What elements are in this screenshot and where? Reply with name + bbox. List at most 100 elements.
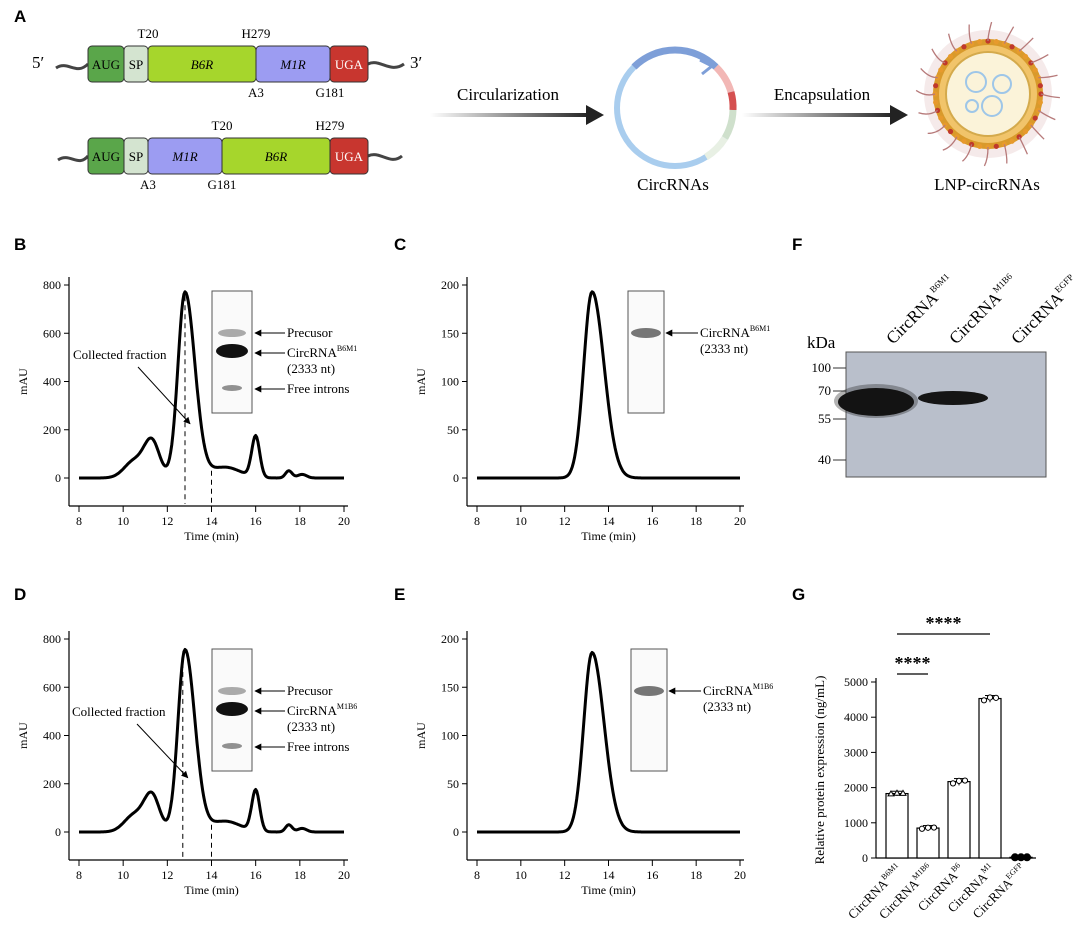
peg-chain bbox=[931, 48, 946, 64]
marker-55: 55 bbox=[818, 411, 831, 426]
chromatogram-e: 0 50 100 150 200 8 10 12 14 16 18 20 Time (min) mAU Ci… bbox=[414, 631, 773, 897]
y-axis-label: mAU bbox=[414, 722, 428, 749]
band-b6m1 bbox=[838, 388, 914, 416]
circrna-band bbox=[634, 686, 664, 696]
uga-segment bbox=[329, 45, 369, 83]
peg-chain bbox=[942, 136, 958, 151]
x-tick-label: 8 bbox=[76, 514, 82, 528]
panel-label-c: C bbox=[394, 235, 406, 254]
collected-fraction-arrow bbox=[136, 723, 189, 779]
uga-segment bbox=[329, 137, 369, 175]
utr-5-line bbox=[55, 62, 90, 71]
y-tick-label: 600 bbox=[43, 680, 61, 694]
chromatogram-c: 0 50 100 150 200 8 10 12 14 16 18 20 Time (min) mAU Ci… bbox=[414, 277, 770, 543]
data-point bbox=[955, 777, 963, 785]
lipid-head bbox=[933, 83, 939, 89]
construct-b6m1: AUG SP B6R M1R UGA T20 H279 A3 G181 bbox=[87, 26, 369, 100]
panel-label-e: E bbox=[394, 585, 405, 604]
lipid-head bbox=[1028, 60, 1034, 66]
lnp-circrnas-label: LNP-circRNAs bbox=[934, 175, 1040, 194]
aug-text: AUG bbox=[92, 149, 120, 164]
data-point bbox=[899, 789, 907, 796]
sp-text: SP bbox=[129, 149, 143, 164]
data-point bbox=[924, 824, 932, 831]
lipid-head bbox=[933, 99, 939, 105]
collected-fraction-arrow bbox=[137, 366, 191, 425]
circrnas-label: CircRNAs bbox=[637, 175, 709, 194]
y-tick-label: 200 bbox=[441, 632, 459, 646]
peg-chain bbox=[915, 89, 936, 96]
y-tick-label: 0 bbox=[453, 471, 459, 485]
y-tick-label: 4000 bbox=[844, 710, 868, 724]
uga-text: UGA bbox=[335, 57, 364, 72]
y-tick-label: 0 bbox=[55, 471, 61, 485]
chromatogram-d: 0 200 400 600 800 8 10 12 14 16 18 20 Time (min) mAU P… bbox=[16, 631, 357, 897]
m1r-text: M1R bbox=[279, 57, 305, 72]
y-tick-label: 5000 bbox=[844, 675, 868, 689]
introns-label: Free introns bbox=[287, 739, 349, 754]
precursor-label: Precusor bbox=[287, 683, 333, 698]
peg-chain bbox=[1030, 54, 1049, 64]
encapsulation-label: Encapsulation bbox=[774, 85, 871, 104]
utr-3-line-2 bbox=[367, 153, 403, 161]
significance-label-2: **** bbox=[926, 613, 962, 633]
y-tick-label: 200 bbox=[43, 777, 61, 791]
x-tick-label: 16 bbox=[250, 514, 262, 528]
x-tick-label: 10 bbox=[117, 514, 129, 528]
encapsulation-arrow-head bbox=[890, 105, 908, 125]
peg-chain bbox=[1030, 124, 1045, 140]
peg-chain bbox=[918, 109, 938, 115]
panel-a-schematic: 5′ 3′ AUG SP B6R M1R UGA T20 H279 A3 G18… bbox=[32, 21, 1060, 194]
x-axis-label: Time (min) bbox=[581, 883, 636, 897]
panel-label-f: F bbox=[792, 235, 802, 254]
peg-chain bbox=[1038, 109, 1056, 121]
lipid-head bbox=[1016, 134, 1022, 140]
circrna-ring-icon bbox=[614, 46, 737, 169]
x-tick-label: 18 bbox=[690, 514, 702, 528]
y-tick-label: 150 bbox=[441, 680, 459, 694]
collected-fraction-label: Collected fraction bbox=[72, 704, 166, 719]
peg-chain bbox=[1040, 93, 1060, 99]
data-point bbox=[1023, 853, 1031, 862]
y-tick-label: 800 bbox=[43, 632, 61, 646]
chromatogram-trace bbox=[476, 651, 741, 834]
lipid-head bbox=[1032, 115, 1038, 121]
x-tick-label: 18 bbox=[690, 868, 702, 882]
x-axis-label: Time (min) bbox=[581, 529, 636, 543]
m1r-text: M1R bbox=[171, 149, 197, 164]
y-tick-label: 0 bbox=[453, 825, 459, 839]
x-tick-label: 8 bbox=[474, 868, 480, 882]
data-point bbox=[986, 694, 994, 701]
x-tick-label: 14 bbox=[603, 514, 615, 528]
g181-label: G181 bbox=[208, 177, 237, 192]
svg-text:CircRNAEGFP: CircRNAEGFP bbox=[1007, 272, 1080, 348]
x-tick-label: 8 bbox=[76, 868, 82, 882]
peg-chain bbox=[968, 24, 973, 44]
lipid-head bbox=[1037, 99, 1043, 105]
western-blot: kDa 100 70 55 40 CircRNAB6M1 CircRNAM1B6… bbox=[807, 271, 1080, 478]
circrna-label: CircRNAB6M1 bbox=[287, 344, 357, 360]
circrna-length: (2333 nt) bbox=[700, 341, 748, 356]
lnp-particle-icon bbox=[915, 21, 1060, 167]
lipid-head bbox=[938, 115, 944, 121]
peg-chain bbox=[1018, 136, 1028, 155]
x-tick-label: 14 bbox=[206, 868, 218, 882]
x-tick-label: 12 bbox=[161, 868, 173, 882]
lipid-head bbox=[993, 143, 999, 149]
aug-text: AUG bbox=[92, 57, 120, 72]
y-tick-label: 1000 bbox=[844, 816, 868, 830]
circularization-label: Circularization bbox=[457, 85, 559, 104]
x-tick-label: 10 bbox=[515, 514, 527, 528]
x-tick-label: 18 bbox=[294, 868, 306, 882]
y-axis-label: mAU bbox=[414, 368, 428, 395]
circrna-band bbox=[631, 328, 661, 338]
y-tick-label: 0 bbox=[862, 851, 868, 865]
lipid-head bbox=[977, 39, 983, 45]
g181-label: G181 bbox=[316, 85, 345, 100]
five-prime-label: 5′ bbox=[32, 53, 44, 72]
x-tick-label: 10 bbox=[515, 868, 527, 882]
bar-1 bbox=[916, 827, 940, 859]
utr-5-line-2 bbox=[57, 154, 90, 163]
circularization-arrow-shaft bbox=[430, 113, 590, 117]
precursor-band bbox=[218, 329, 246, 337]
